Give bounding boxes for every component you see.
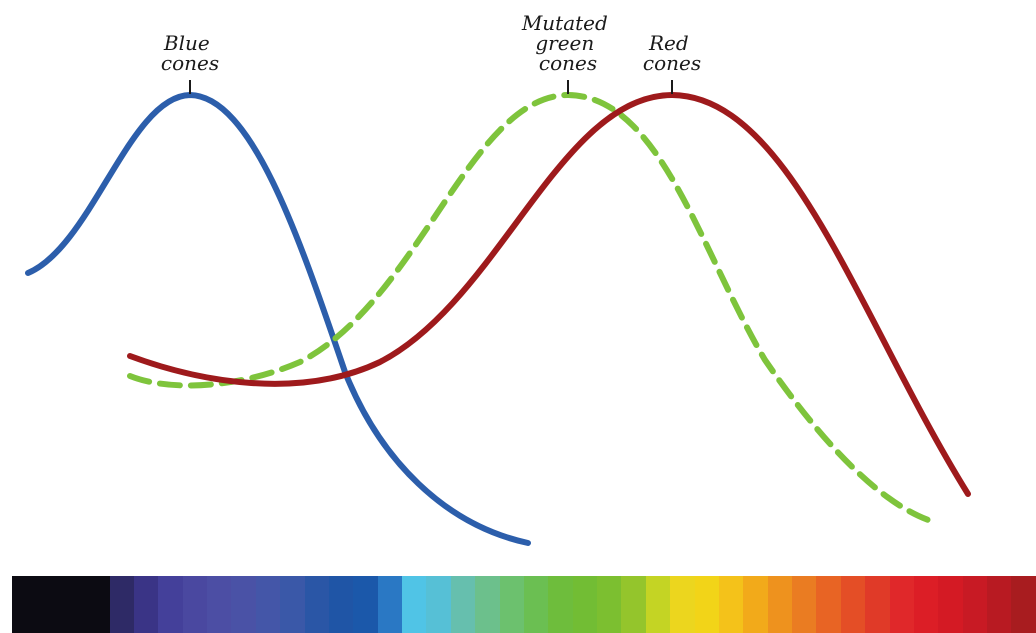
spectrum-band [182,576,207,633]
blue-cones-label-line-1: Blue [163,31,210,55]
spectrum-band [36,576,61,633]
spectrum-band [353,576,378,633]
spectrum-band [475,576,500,633]
spectrum-band [377,576,402,633]
spectrum-band [962,576,987,633]
spectrum-band [889,576,914,633]
spectrum-band [767,576,792,633]
spectrum-band [865,576,890,633]
spectrum-band [1011,576,1036,633]
blue-cones-label: Blue cones [161,31,219,75]
red-cone-curve [127,91,971,497]
mutated-green-cones-label: Mutated green cones [521,11,614,75]
spectrum-band [743,576,768,633]
green-cones-label-line-3: cones [539,51,597,75]
cone-curves-plot: Blue cones Mutated green cones Red cones [25,11,971,546]
blue-cone-curve [25,91,531,546]
spectrum-band [207,576,232,633]
blue-cones-label-line-2: cones [161,51,219,75]
spectrum-band [523,576,549,633]
spectrum-band [913,576,939,633]
mutated-green-cone-curve [127,91,937,525]
spectrum-band [816,576,841,633]
spectrum-band [694,576,719,633]
spectrum-band [328,576,354,633]
spectrum-band [645,576,671,633]
spectrum-band [426,576,451,633]
spectrum-band [255,576,281,633]
spectrum-band [304,576,329,633]
spectrum-band [938,576,963,633]
spectrum-band [231,576,256,633]
visible-spectrum-bar [12,576,1036,633]
spectrum-band [987,576,1012,633]
spectrum-band [548,576,573,633]
spectrum-band [85,576,110,633]
spectrum-band [621,576,646,633]
spectrum-band [133,576,159,633]
spectrum-band [840,576,866,633]
spectrum-band [450,576,476,633]
spectrum-band [60,576,86,633]
spectrum-band [402,576,427,633]
spectrum-band [718,576,744,633]
spectrum-band [792,576,817,633]
green-cones-label-line-2: green [535,31,594,55]
spectrum-band [280,576,305,633]
spectrum-band [572,576,597,633]
spectrum-band [109,576,134,633]
red-cones-label-line-1: Red [648,31,689,55]
spectrum-band [499,576,524,633]
spectrum-band [670,576,695,633]
spectrum-band [12,576,37,633]
red-cones-label: Red cones [643,31,701,75]
spectrum-band [597,576,622,633]
red-cones-label-line-2: cones [643,51,701,75]
spectrum-band [158,576,183,633]
